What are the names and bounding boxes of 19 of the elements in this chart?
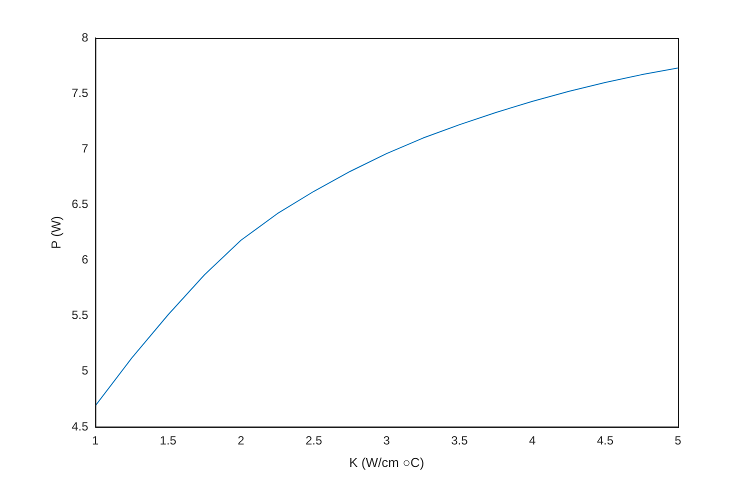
x-tick-label: 2.5: [305, 434, 322, 448]
y-tick-label: 5.5: [72, 308, 89, 322]
y-tick-label: 5: [82, 364, 89, 378]
x-tick-label: 3: [383, 434, 390, 448]
y-tick-label: 4.5: [72, 419, 89, 434]
y-tick-label: 7.5: [72, 86, 89, 100]
y-tick-label: 6: [82, 252, 89, 267]
y-tick-label: 6.5: [72, 197, 89, 212]
x-tick-label: 4: [528, 434, 536, 448]
x-tick-label: 3.5: [451, 434, 468, 448]
y-tick-label: 7: [82, 141, 89, 156]
x-tick-label: 5: [674, 434, 682, 448]
y-tick-label: 8: [82, 30, 89, 44]
x-tick-label: 1.5: [160, 434, 177, 448]
y-axis-title: P (W): [48, 216, 64, 249]
x-tick-label: 4.5: [596, 434, 614, 448]
x-tick-label: 2: [238, 434, 245, 448]
x-tick-label: 1: [92, 434, 99, 448]
x-axis-title: K (W/cm ○C): [349, 454, 424, 470]
